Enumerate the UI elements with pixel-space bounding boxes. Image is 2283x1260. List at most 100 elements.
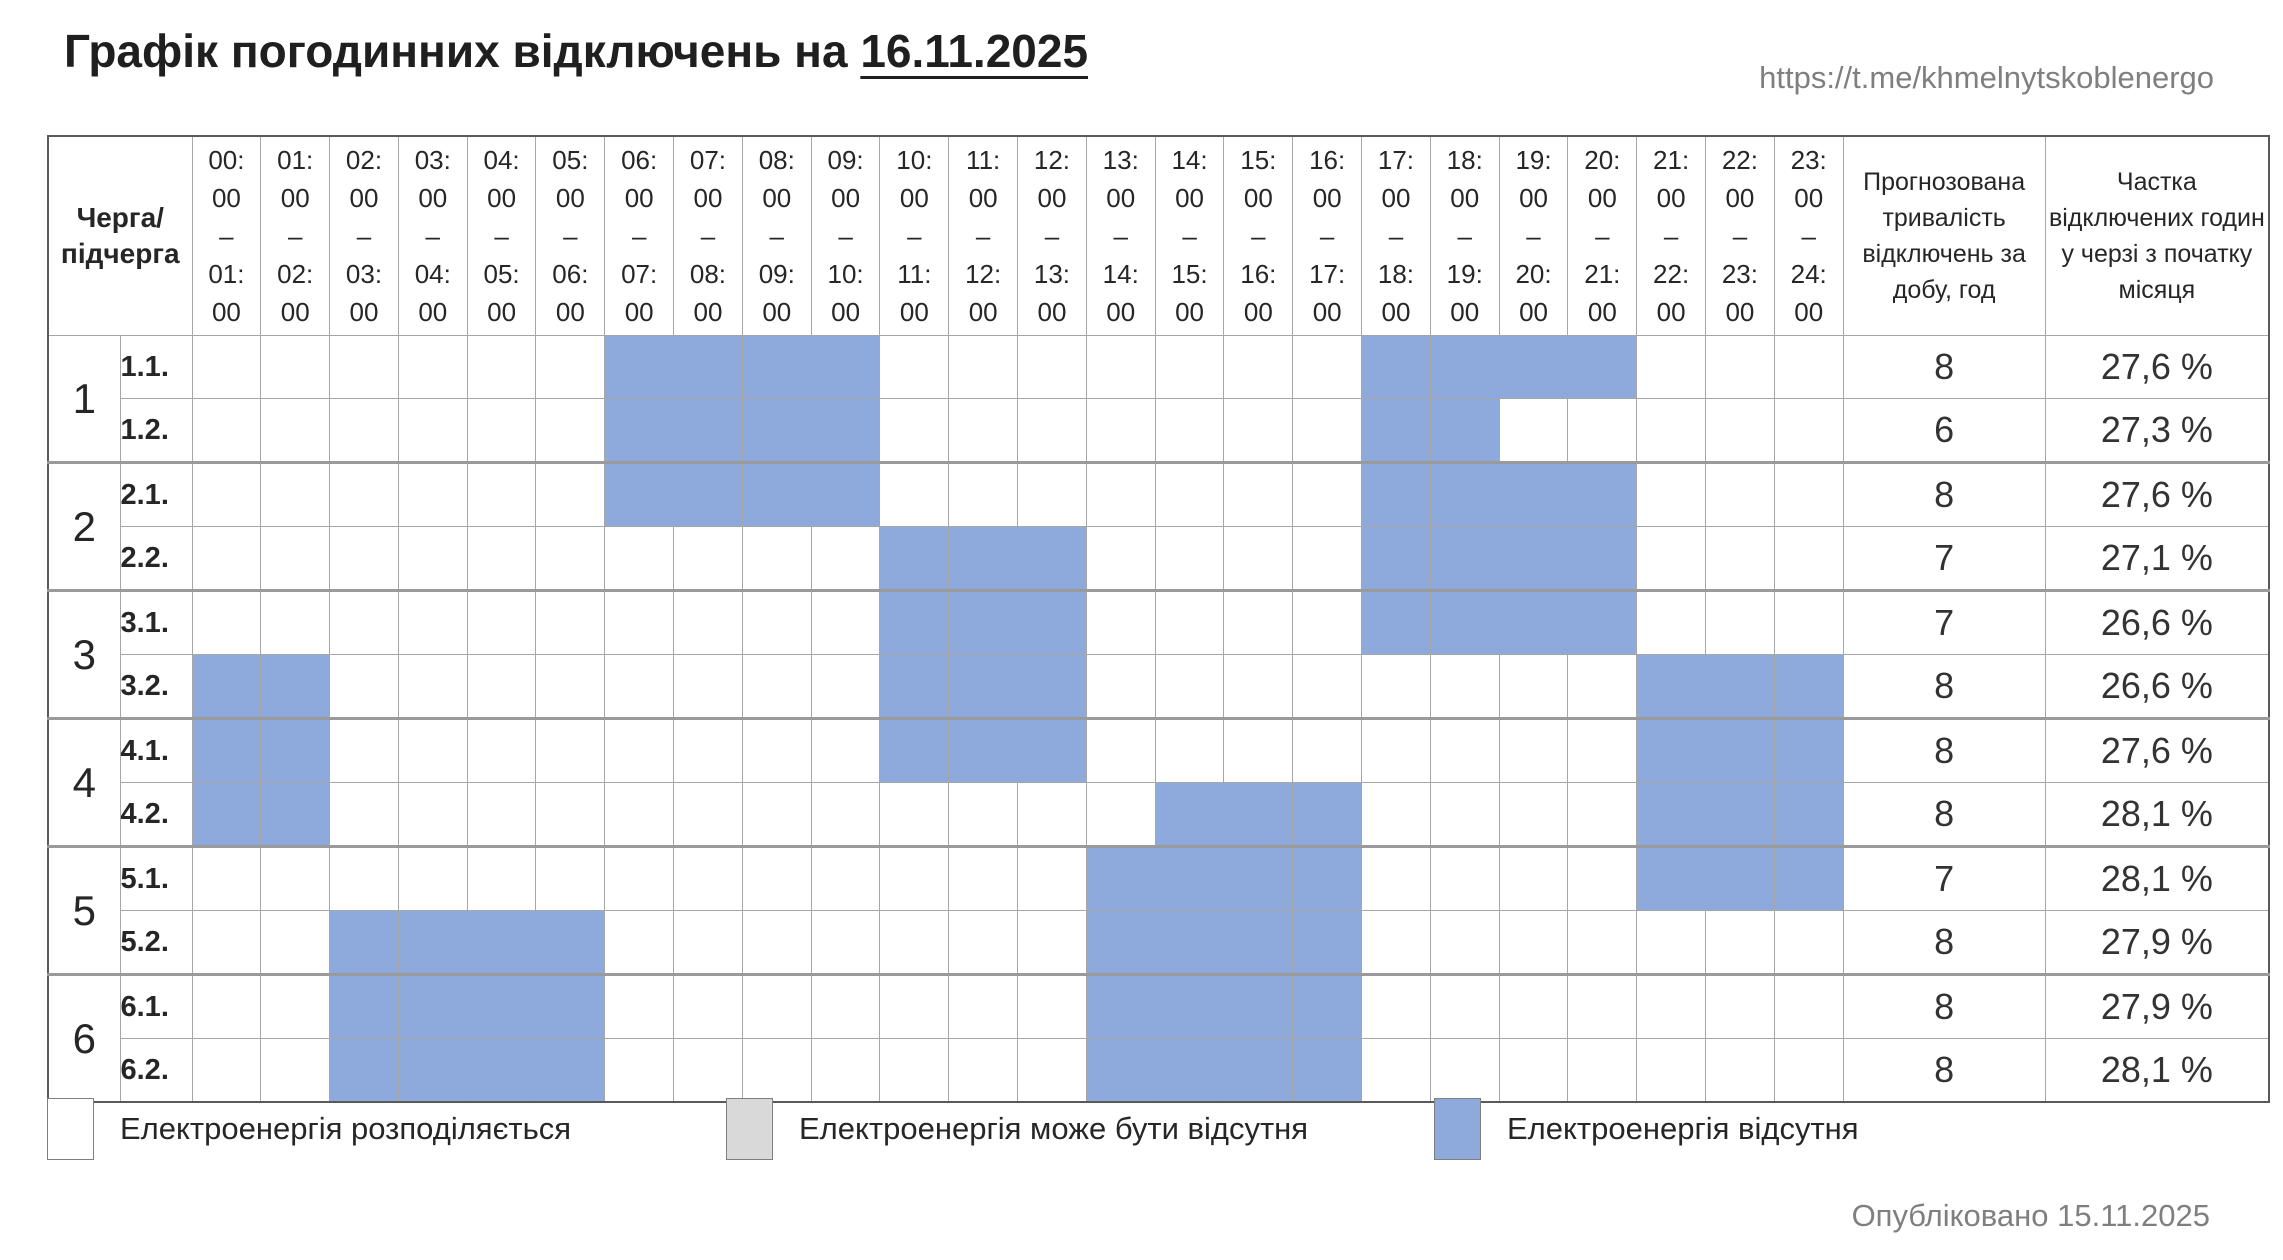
hour-cell-6	[604, 589, 675, 655]
hour-cell-5	[535, 654, 606, 719]
hour-cell-23	[1773, 910, 1844, 975]
hour-cell-18-outage	[1429, 335, 1500, 399]
time-slot-header-7: 07: 00 – 08: 00	[673, 135, 743, 336]
hour-cell-11	[948, 845, 1019, 911]
hour-cell-2	[329, 398, 399, 463]
hour-cell-7	[673, 782, 743, 847]
hour-cell-3	[397, 398, 468, 463]
subqueue-label: 3.1.	[119, 589, 193, 655]
legend-item-off: Електроенергія відсутня	[1434, 1098, 1859, 1160]
hour-cell-0	[191, 910, 262, 975]
hour-cell-10	[879, 845, 950, 911]
subqueue-label: 3.2.	[119, 654, 193, 719]
hour-cell-13	[1085, 335, 1156, 399]
hour-cell-8	[741, 589, 812, 655]
hour-cell-15	[1223, 461, 1294, 527]
schedule-row-1.1: 1 1.1. 8 27,6 %	[47, 335, 2270, 463]
queue-number-3: 3	[47, 589, 121, 719]
hour-cell-0	[191, 526, 262, 591]
hour-cell-21-outage	[1636, 782, 1707, 847]
hour-cell-2	[329, 589, 399, 655]
subqueue-label: 6.2.	[119, 1038, 193, 1103]
hour-cell-7	[673, 526, 743, 591]
hour-cell-22	[1705, 335, 1775, 399]
hour-cell-4	[466, 398, 537, 463]
hour-cell-9	[810, 654, 881, 719]
hour-cell-10	[879, 335, 950, 399]
page-title-text: Графік погодинних відключень на	[64, 25, 861, 77]
time-slot-header-15: 15: 00 – 16: 00	[1223, 135, 1294, 336]
share-value: 28,1 %	[2044, 1038, 2270, 1103]
hour-cell-10-outage	[879, 526, 950, 591]
share-value: 27,6 %	[2044, 717, 2270, 783]
duration-value: 7	[1842, 526, 2046, 591]
hour-cell-21	[1636, 1038, 1707, 1103]
hour-cell-7	[673, 1038, 743, 1103]
hour-cell-6	[604, 526, 675, 591]
hour-cell-23	[1773, 973, 1844, 1039]
hour-cell-3	[397, 589, 468, 655]
queue-number-5: 5	[47, 845, 121, 975]
hour-cell-7-outage	[673, 398, 743, 463]
hour-cell-0	[191, 589, 262, 655]
hour-cell-17	[1361, 973, 1431, 1039]
hour-cell-20	[1567, 910, 1638, 975]
legend-label-maybe-off: Електроенергія може бути відсутня	[799, 1111, 1309, 1146]
hour-cell-22-outage	[1705, 782, 1775, 847]
hour-cell-18-outage	[1429, 526, 1500, 591]
hour-cell-1-outage	[260, 654, 331, 719]
queue-number-2: 2	[47, 461, 121, 591]
outage-schedule-table: Черга/ підчерга 00: 00 – 01: 00 01: 00 – 0…	[47, 135, 2271, 1103]
time-slot-header-17: 17: 00 – 18: 00	[1361, 135, 1431, 336]
time-slot-header-0: 00: 00 – 01: 00	[191, 135, 262, 336]
hour-cell-3-outage	[397, 973, 468, 1039]
hour-cell-19	[1498, 845, 1569, 911]
hour-cell-7	[673, 845, 743, 911]
hour-cell-18-outage	[1429, 461, 1500, 527]
hour-cell-19-outage	[1498, 589, 1569, 655]
hour-cell-6-outage	[604, 461, 675, 527]
hour-cell-16-outage	[1292, 910, 1363, 975]
share-value: 27,3 %	[2044, 398, 2270, 463]
hour-cell-17-outage	[1361, 461, 1431, 527]
hour-cell-6	[604, 973, 675, 1039]
schedule-row-4.2: 4.2. 8 28,1 %	[48, 782, 2270, 847]
hour-cell-2-outage	[329, 1038, 399, 1103]
hour-cell-9	[810, 1038, 881, 1103]
hour-cell-21	[1636, 973, 1707, 1039]
queue-number-6: 6	[47, 973, 121, 1103]
hour-cell-12-outage	[1017, 589, 1087, 655]
time-slot-header-1: 01: 00 – 02: 00	[260, 135, 331, 336]
hour-cell-13-outage	[1085, 845, 1156, 911]
hour-cell-12	[1017, 461, 1087, 527]
hour-cell-20-outage	[1567, 335, 1638, 399]
hour-cell-10-outage	[879, 589, 950, 655]
duration-header: Прогнозована тривалість відключень за до…	[1842, 135, 2046, 336]
hour-cell-14-outage	[1154, 1038, 1225, 1103]
hour-cell-23	[1773, 398, 1844, 463]
hour-cell-15	[1223, 526, 1294, 591]
share-value: 27,9 %	[2044, 973, 2270, 1039]
time-slot-header-23: 23: 00 – 24: 00	[1773, 135, 1844, 336]
hour-cell-3-outage	[397, 910, 468, 975]
queue-header: Черга/ підчерга	[47, 135, 193, 336]
hour-cell-14-outage	[1154, 910, 1225, 975]
hour-cell-21	[1636, 461, 1707, 527]
subqueue-label: 2.2.	[119, 526, 193, 591]
hour-cell-23	[1773, 1038, 1844, 1103]
hour-cell-16-outage	[1292, 845, 1363, 911]
hour-cell-1-outage	[260, 782, 331, 847]
hour-cell-8	[741, 782, 812, 847]
hour-cell-18	[1429, 973, 1500, 1039]
time-slot-header-11: 11: 00 – 12: 00	[948, 135, 1019, 336]
hour-cell-10	[879, 461, 950, 527]
hour-cell-20	[1567, 398, 1638, 463]
hour-cell-13	[1085, 461, 1156, 527]
published-date: Опубліковано 15.11.2025	[1851, 1198, 2210, 1233]
legend-label-available: Електроенергія розподіляється	[120, 1111, 572, 1146]
hour-cell-23-outage	[1773, 845, 1844, 911]
hour-cell-5	[535, 782, 606, 847]
hour-cell-0	[191, 398, 262, 463]
hour-cell-9	[810, 845, 881, 911]
hour-cell-22-outage	[1705, 845, 1775, 911]
